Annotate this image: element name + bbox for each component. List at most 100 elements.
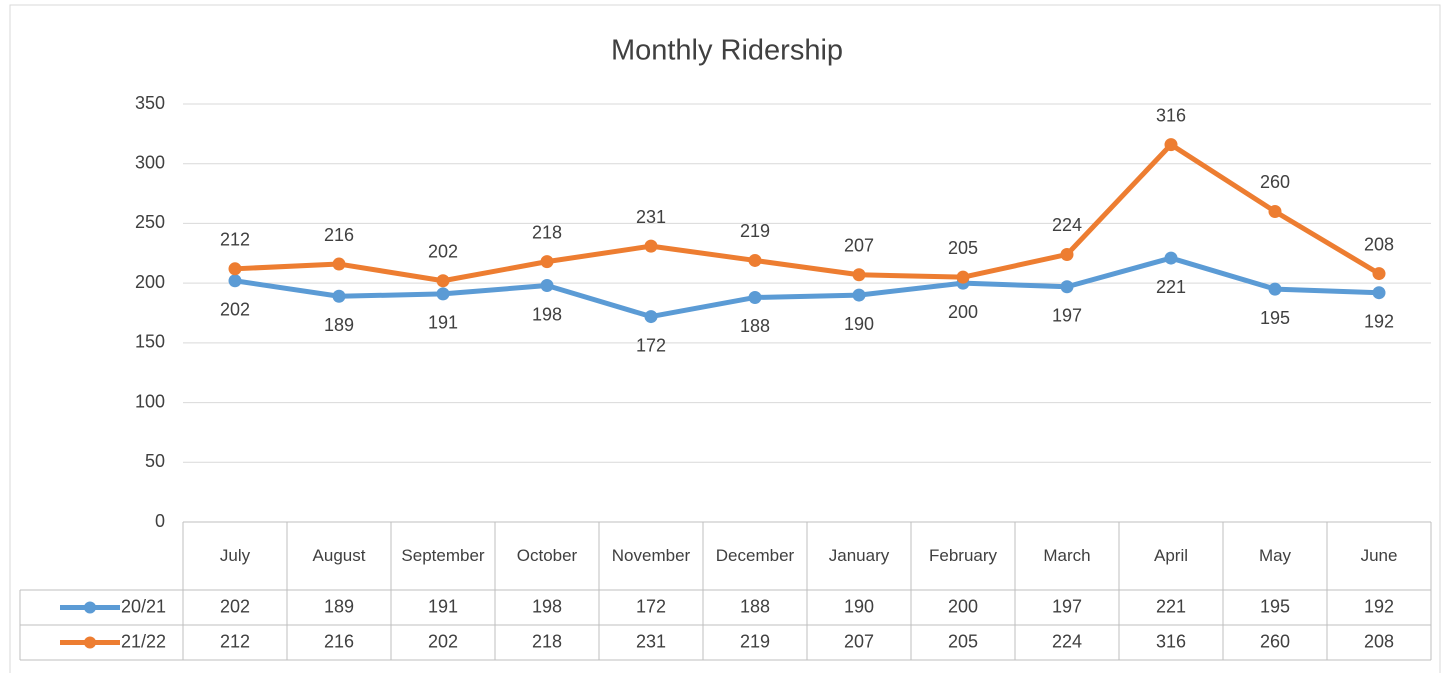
chart-title: Monthly Ridership <box>611 35 843 67</box>
table-cell: 200 <box>948 596 978 616</box>
table-cell: 316 <box>1156 631 1186 651</box>
x-tick-label-box: April <box>1153 546 1188 565</box>
data-label: 208 <box>1364 234 1394 254</box>
data-label: 202 <box>220 300 250 320</box>
y-tick-label: 0 <box>155 511 165 531</box>
table-cell: 172 <box>636 596 666 616</box>
point <box>1372 286 1386 300</box>
data-label: 205 <box>948 238 978 258</box>
x-tick-label: January <box>828 546 890 565</box>
x-tick-label: March <box>1043 546 1091 565</box>
x-tick-label: October <box>516 546 578 565</box>
point <box>644 310 658 324</box>
table-cell: 231 <box>636 631 666 651</box>
point <box>1268 204 1282 218</box>
point <box>956 270 970 284</box>
series-line <box>234 255 1380 320</box>
legend-label: 20/21 <box>121 596 166 616</box>
data-label: 188 <box>740 316 770 336</box>
data-label: 172 <box>636 335 666 355</box>
data-label: 216 <box>324 225 354 245</box>
x-tick-label: June <box>1360 546 1398 565</box>
table-cell: 221 <box>1156 596 1186 616</box>
y-tick-label: 250 <box>135 212 165 232</box>
table-cell: 219 <box>740 631 770 651</box>
point <box>436 274 450 288</box>
table-cell: 216 <box>324 631 354 651</box>
table-cell: 218 <box>532 631 562 651</box>
point <box>332 257 346 271</box>
y-tick-label: 200 <box>135 272 165 292</box>
point <box>852 268 866 282</box>
point <box>1060 280 1074 294</box>
point <box>1268 282 1282 296</box>
point <box>748 290 762 304</box>
y-tick-label: 100 <box>135 391 165 411</box>
x-tick-label-box: December <box>715 546 795 565</box>
y-tick-label: 50 <box>145 451 165 471</box>
x-tick-label-box: January <box>828 546 890 565</box>
point <box>540 279 554 293</box>
point <box>852 288 866 302</box>
series-line <box>234 142 1381 284</box>
x-tick-label-box: March <box>1043 546 1091 565</box>
point <box>228 274 242 288</box>
point <box>1060 247 1074 261</box>
point <box>1164 251 1178 265</box>
data-label: 260 <box>1260 172 1290 192</box>
y-tick-label: 350 <box>135 93 165 113</box>
y-tick-label: 150 <box>135 332 165 352</box>
x-tick-label: May <box>1258 546 1292 565</box>
table-cell: 202 <box>428 631 458 651</box>
table-cell: 208 <box>1364 631 1394 651</box>
data-label: 221 <box>1156 277 1186 297</box>
x-tick-label: December <box>715 546 795 565</box>
data-label: 219 <box>740 221 770 241</box>
legend-marker <box>84 601 96 614</box>
table-cell: 190 <box>844 596 874 616</box>
data-label: 190 <box>844 314 874 334</box>
table-cell: 191 <box>428 596 458 616</box>
x-tick-label: April <box>1153 546 1188 565</box>
data-label: 224 <box>1052 215 1082 235</box>
data-label: 192 <box>1364 311 1394 331</box>
point <box>1372 267 1386 281</box>
data-label: 191 <box>428 313 458 333</box>
y-tick-label: 300 <box>135 152 165 172</box>
table-cell: 188 <box>740 596 770 616</box>
table-cell: 202 <box>220 596 250 616</box>
x-tick-label-box: June <box>1360 546 1398 565</box>
legend-marker <box>84 636 96 649</box>
table-cell: 207 <box>844 631 874 651</box>
data-label: 316 <box>1156 105 1186 125</box>
x-tick-label-box: July <box>219 546 251 565</box>
data-label: 198 <box>532 304 562 324</box>
table-cell: 197 <box>1052 596 1082 616</box>
data-label: 212 <box>220 230 250 250</box>
chart-border <box>9 4 1441 673</box>
table-cell: 212 <box>220 631 250 651</box>
table-cell: 224 <box>1052 631 1082 651</box>
data-label: 189 <box>324 315 354 335</box>
x-tick-label-box: September <box>401 546 485 565</box>
table-cell: 189 <box>324 596 354 616</box>
point <box>332 289 346 303</box>
table-cell: 198 <box>532 596 562 616</box>
point <box>436 287 450 301</box>
point <box>540 255 554 269</box>
point <box>748 253 762 267</box>
data-label: 200 <box>948 302 978 322</box>
table-cell: 195 <box>1260 596 1290 616</box>
x-tick-label: July <box>219 546 251 565</box>
data-label: 218 <box>532 222 562 242</box>
x-tick-label: November <box>611 546 691 565</box>
table-cell: 205 <box>948 631 978 651</box>
point <box>228 262 242 276</box>
x-tick-label-box: August <box>313 546 366 565</box>
data-label: 207 <box>844 236 874 256</box>
x-tick-label: September <box>401 546 485 565</box>
table-cell: 260 <box>1260 631 1290 651</box>
data-label: 195 <box>1260 308 1290 328</box>
table-cell: 192 <box>1364 596 1394 616</box>
